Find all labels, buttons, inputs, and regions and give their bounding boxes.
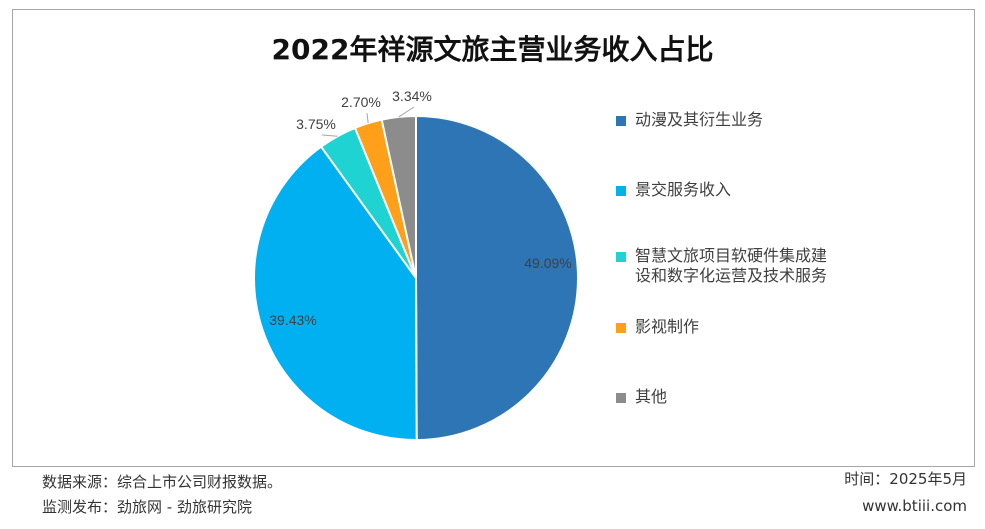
- legend-item-other: 其他: [616, 387, 835, 407]
- slice-scenic-transport: [253, 145, 418, 442]
- slice-percent-label: 39.43%: [269, 312, 316, 328]
- footer-right: 时间：2025年5月 www.btiii.com: [844, 466, 967, 520]
- legend-label: 智慧文旅项目软硬件集成建设和数字化运营及技术服务: [635, 246, 828, 285]
- slice-percent-label: 3.34%: [392, 88, 432, 104]
- legend-swatch: [616, 393, 626, 403]
- legend-swatch: [616, 323, 626, 333]
- chart-title: 2022年祥源文旅主营业务收入占比: [271, 33, 714, 66]
- data-source: 数据来源：综合上市公司财报数据。: [42, 473, 283, 491]
- legend-item-film: 影视制作: [616, 317, 835, 337]
- legend-label: 动漫及其衍生业务: [635, 110, 764, 129]
- publish-time: 时间：2025年5月: [844, 470, 967, 488]
- slice-animation: [415, 114, 580, 442]
- legend-swatch: [616, 186, 626, 196]
- footer-left: 数据来源：综合上市公司财报数据。 监测发布：劲旅网 - 劲旅研究院: [42, 470, 282, 520]
- legend-swatch: [616, 116, 626, 126]
- legend-item-smart-tourism: 智慧文旅项目软硬件集成建设和数字化运营及技术服务: [616, 246, 835, 286]
- slice-percent-label: 3.75%: [296, 116, 336, 132]
- legend-item-scenic-transport: 景交服务收入: [616, 180, 835, 200]
- publisher: 监测发布：劲旅网 - 劲旅研究院: [42, 498, 252, 516]
- legend-label: 影视制作: [635, 317, 700, 336]
- legend-label: 景交服务收入: [635, 180, 732, 199]
- leader-line: [366, 112, 369, 124]
- slice-percent-label: 2.70%: [341, 94, 381, 110]
- legend-item-animation: 动漫及其衍生业务: [616, 110, 835, 130]
- leader-line: [321, 134, 338, 137]
- leader-line: [398, 106, 415, 118]
- website: www.btiii.com: [862, 497, 967, 515]
- slice-percent-label: 49.09%: [524, 255, 571, 271]
- legend-label: 其他: [635, 387, 668, 406]
- legend-swatch: [616, 252, 626, 262]
